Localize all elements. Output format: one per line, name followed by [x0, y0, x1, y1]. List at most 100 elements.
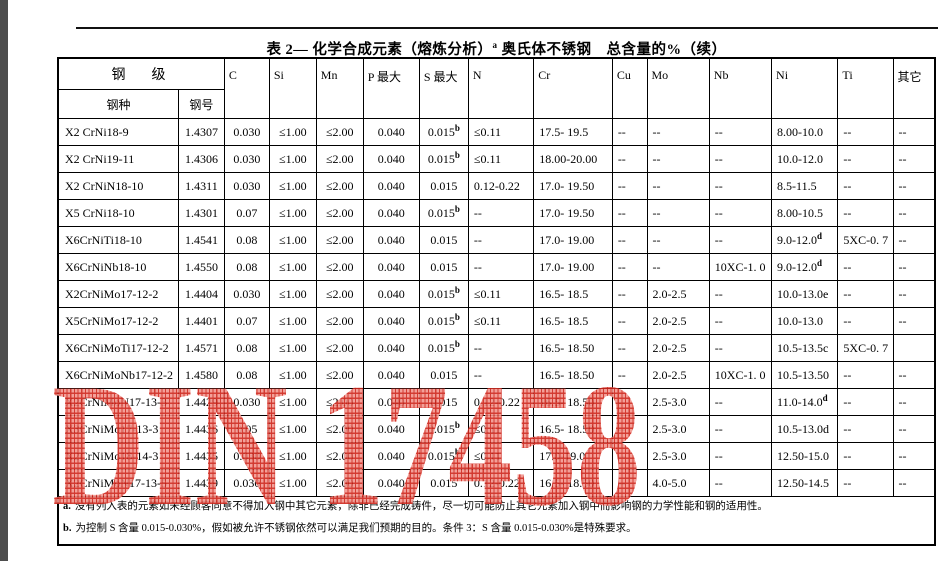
table-cell: --	[611, 442, 648, 470]
table-cell: ≤1.00	[268, 442, 317, 470]
footnote-marker: b.	[63, 523, 72, 535]
table-cell: --	[892, 118, 936, 146]
table-cell: X2CrNiMoN17-13-5	[57, 469, 179, 497]
table-cell: 5XC-0. 7	[837, 226, 894, 254]
column-header-10: Mo	[646, 57, 710, 119]
table-row: X5 CrNi18-10 1.4301 0.07 ≤1.00 ≤2.00 0.040 0.0…	[57, 199, 936, 227]
table-cell: X2CrNiMo18-14-3	[57, 442, 179, 470]
table-row: X6CrNiNb18-10 1.4550 0.08 ≤1.00 ≤2.00 0.040 0.…	[57, 253, 936, 281]
table-cell: 0.015	[418, 388, 469, 416]
table-cell: --	[611, 172, 648, 200]
table-title-prefix: 表 2— 化学合成元素（熔炼分析）	[266, 42, 493, 58]
table-cell: ≤1.00	[268, 226, 317, 254]
table-cell	[892, 334, 936, 362]
table-cell: --	[708, 442, 773, 470]
table-cell: 0.08	[223, 361, 270, 389]
table-cell: ≤2.00	[315, 199, 364, 227]
table-cell: 17.0- 19.00	[533, 226, 613, 254]
table-cell: ≤1.00	[268, 388, 317, 416]
table-cell: 0.030	[223, 469, 270, 497]
table-cell: --	[892, 361, 936, 389]
table-cell: --	[708, 145, 773, 173]
table-cell: X2 CrNiN18-10	[57, 172, 179, 200]
footnote-line: b. 为控制 S 含量 0.015-0.030%，假如被允许不锈钢依然可以满足我们…	[63, 523, 637, 535]
table-cell: 0.12-0.22	[467, 469, 535, 497]
table-cell: 0.040	[362, 280, 420, 308]
table-cell: 10.5-13.50	[771, 361, 839, 389]
table-cell: 16.5- 18.50	[533, 388, 613, 416]
table-cell: 0.015b	[418, 415, 469, 443]
table-cell: --	[611, 307, 648, 335]
table-cell: --	[708, 280, 773, 308]
table-cell: 16.5- 18.50	[533, 415, 613, 443]
table-cell: 17.0- 19.50	[533, 172, 613, 200]
table-cell: 8.00-10.5	[771, 199, 839, 227]
table-cell: 0.040	[362, 253, 420, 281]
table-cell: --	[708, 469, 773, 497]
table-cell: 0.015	[418, 253, 469, 281]
table-cell: X2CrNiMo17-12-2	[57, 280, 179, 308]
table-cell: --	[837, 118, 894, 146]
table-cell: 1.4436	[177, 415, 225, 443]
table-cell: 17.0- 19.50	[533, 199, 613, 227]
table-row: X6CrNiMoTi17-12-2 1.4571 0.08 ≤1.00 ≤2.00 0.0…	[57, 334, 936, 362]
table-cell: --	[708, 172, 773, 200]
table-cell: 0.040	[362, 226, 420, 254]
table-cell: ≤1.00	[268, 145, 317, 173]
table-cell: 0.015b	[418, 307, 469, 335]
table-body: X2 CrNi18-9 1.4307 0.030 ≤1.00 ≤2.00 0.040 0.0…	[57, 118, 936, 497]
table-row: X2 CrNiN18-10 1.4311 0.030 ≤1.00 ≤2.00 0.040 0…	[57, 172, 936, 200]
table-cell: 0.015b	[418, 334, 469, 362]
table-cell: --	[611, 118, 648, 146]
table-cell: --	[646, 199, 710, 227]
column-header-12: Ni	[771, 57, 839, 119]
table-cell: --	[708, 307, 773, 335]
table-cell: --	[708, 334, 773, 362]
footnote-marker: a.	[63, 501, 71, 512]
table-cell: --	[708, 415, 773, 443]
table-cell: 16.5- 18.5	[533, 280, 613, 308]
column-header-8: Cr	[533, 57, 613, 119]
table-cell: --	[611, 145, 648, 173]
table-cell: 1.4301	[177, 199, 225, 227]
table-cell: --	[611, 415, 648, 443]
table-cell: ≤1.00	[268, 361, 317, 389]
table-cell: X6CrNiTi18-10	[57, 226, 179, 254]
table-cell: --	[837, 280, 894, 308]
table-cell: X6CrNiMoNb17-12-2	[57, 361, 179, 389]
table-row: X2CrNiMoN17-13-3 1.4429 0.030 ≤1.00 ≤2.00 0.0…	[57, 388, 936, 416]
table-row: X3CrNiMo17-13-3 1.4436 0.05 ≤1.00 ≤2.00 0.040…	[57, 415, 936, 443]
table-cell: --	[646, 172, 710, 200]
table-cell: --	[892, 253, 936, 281]
table-cell: ≤0.11	[467, 307, 535, 335]
table-cell: 1.4401	[177, 307, 225, 335]
table-cell: --	[467, 334, 535, 362]
table-cell: 2.0-2.5	[646, 280, 710, 308]
table-cell: 0.015	[418, 172, 469, 200]
table-cell: ≤2.00	[315, 442, 364, 470]
footnotes-row: a. 没有列入表的元素如未经顾客同意不得加入钢中其它元素，除非已经完成铸件，尽一切…	[57, 496, 936, 546]
table-cell: 0.12-0.22	[467, 388, 535, 416]
table-cell: --	[646, 145, 710, 173]
table-cell: --	[467, 253, 535, 281]
table-cell: ≤2.00	[315, 334, 364, 362]
table-row: X6CrNiTi18-10 1.4541 0.08 ≤1.00 ≤2.00 0.040 0.…	[57, 226, 936, 254]
table-cell: --	[837, 415, 894, 443]
table-cell: 12.50-15.0	[771, 442, 839, 470]
table-cell: 0.08	[223, 253, 270, 281]
table-cell: --	[467, 226, 535, 254]
table-cell: 0.040	[362, 442, 420, 470]
group-header-steel-grade: 钢 级	[57, 57, 225, 90]
column-header-14: 其它	[892, 57, 936, 119]
table-title-suffix: 奥氏体不锈钢 总含量的%（续）	[497, 42, 727, 58]
table-cell: ≤2.00	[315, 172, 364, 200]
column-header-7: N	[467, 57, 535, 119]
table-row: X6CrNiMoNb17-12-2 1.4580 0.08 ≤1.00 ≤2.00 0.0…	[57, 361, 936, 389]
table-cell: 4.0-5.0	[646, 469, 710, 497]
table-row: X2CrNiMo18-14-3 1.4435 0.030 ≤1.00 ≤2.00 0.04…	[57, 442, 936, 470]
subheader-steel-number: 钢号	[177, 89, 225, 119]
table-cell: --	[611, 253, 648, 281]
table-cell: 0.015b	[418, 145, 469, 173]
table-cell: --	[892, 172, 936, 200]
table-cell: ≤2.00	[315, 118, 364, 146]
